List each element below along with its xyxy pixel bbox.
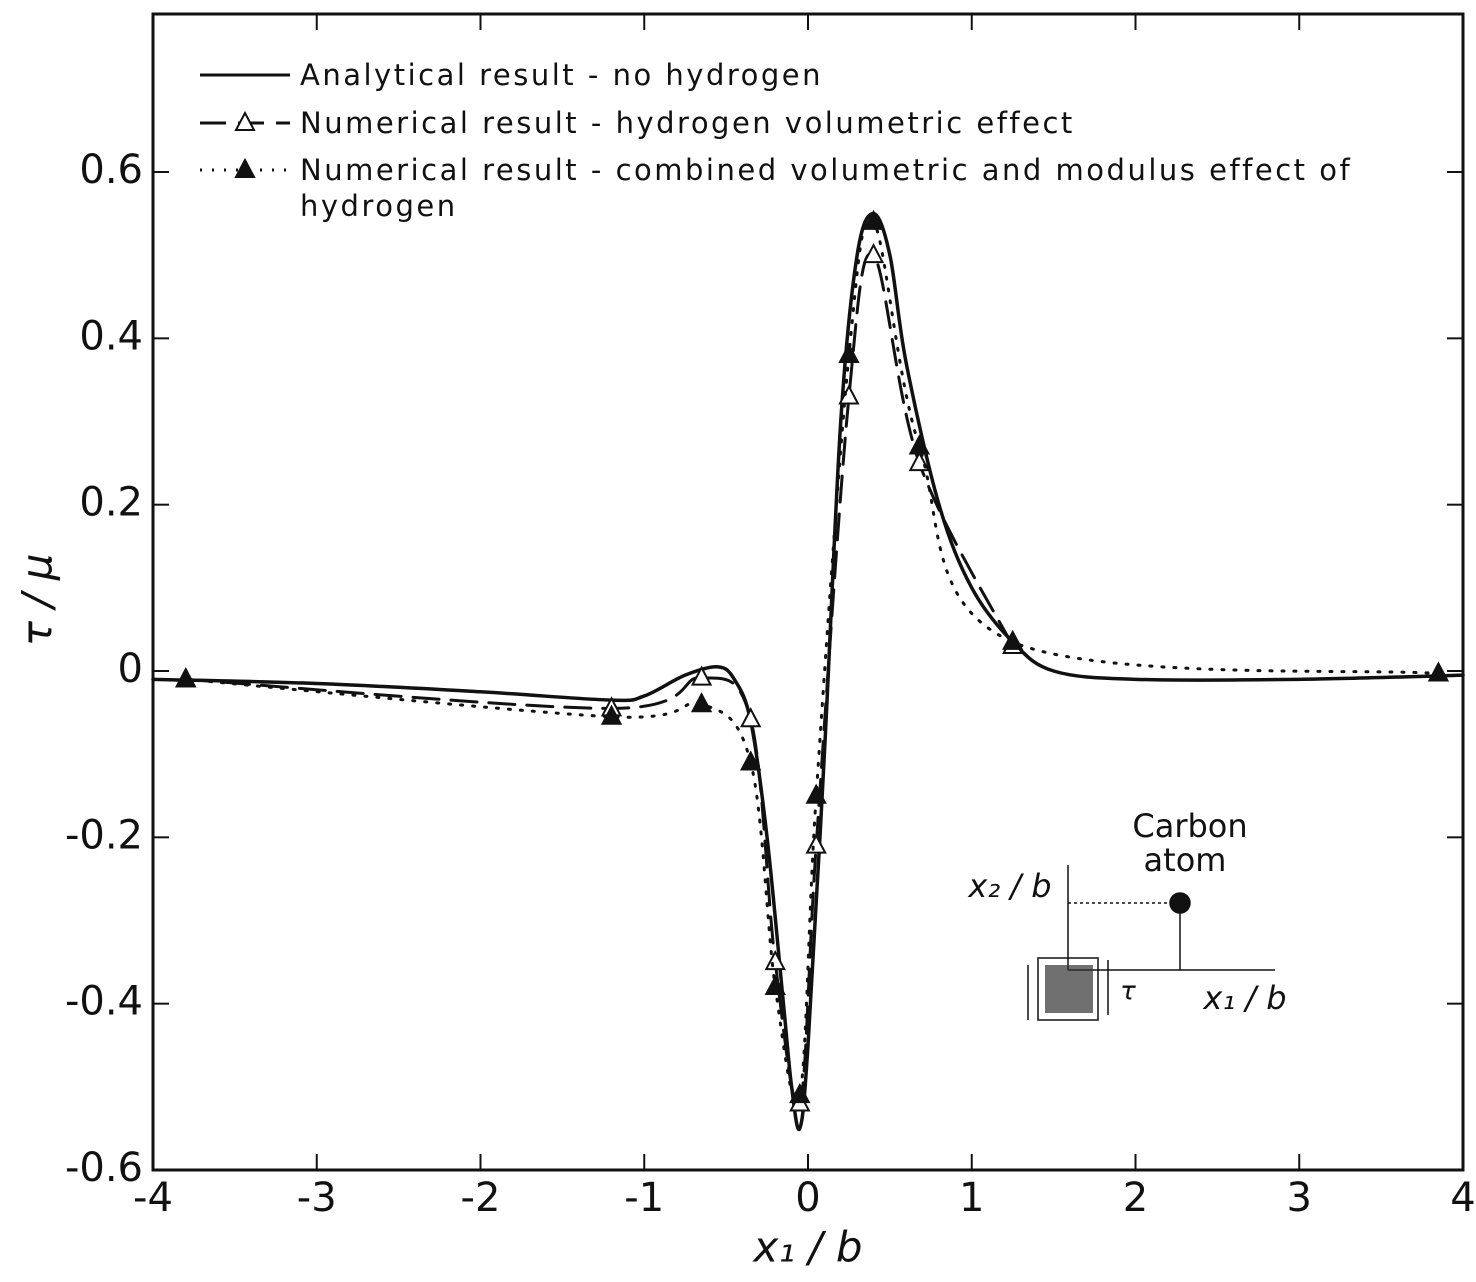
annotation: Carbon	[1132, 807, 1247, 845]
marker	[805, 783, 827, 804]
marker	[862, 243, 885, 264]
marker	[690, 692, 713, 713]
marker	[789, 1083, 811, 1104]
annotation: x₁ / b	[1202, 979, 1286, 1017]
x-tick-label: 2	[1123, 1175, 1148, 1221]
x-tick-label: -1	[624, 1175, 664, 1221]
marker	[740, 750, 762, 771]
marker	[175, 667, 197, 688]
y-axis-label: τ / μ	[13, 554, 62, 647]
marker	[908, 434, 931, 455]
marker	[838, 342, 860, 363]
marker	[862, 209, 885, 230]
x-tick-label: 1	[959, 1175, 984, 1221]
annotation: τ	[1120, 977, 1136, 1007]
y-tick-label: -0.2	[65, 812, 143, 858]
legend-marker	[234, 110, 256, 131]
y-tick-label: 0.2	[79, 480, 143, 526]
y-tick-label: -0.4	[65, 979, 143, 1025]
series-line	[151, 211, 1465, 1132]
x-tick-label: -2	[461, 1175, 501, 1221]
x-tick-label: -4	[133, 1175, 173, 1221]
marker	[805, 833, 827, 854]
y-tick-label: 0.6	[79, 147, 143, 193]
y-tick-label: -0.6	[65, 1145, 143, 1191]
marker	[600, 704, 623, 725]
y-tick-label: 0	[118, 646, 143, 692]
inset-diagram	[1027, 865, 1275, 1021]
y-tick-label: 0.4	[79, 313, 143, 359]
x-tick-label: 4	[1450, 1175, 1475, 1221]
x-tick-label: 0	[795, 1175, 820, 1221]
annotation: x₂ / b	[967, 867, 1051, 905]
inset-carbon	[1169, 892, 1191, 914]
x-tick-label: -3	[297, 1175, 337, 1221]
legend-label: Analytical result - no hydrogen	[300, 58, 824, 92]
marker	[764, 949, 786, 971]
marker	[764, 974, 786, 996]
x-tick-label: 3	[1287, 1175, 1312, 1221]
annotation: atom	[1144, 841, 1227, 879]
marker	[1002, 629, 1024, 650]
inset-hydrogen	[1045, 965, 1093, 1013]
legend-label: Numerical result - combined volumetric a…	[300, 153, 1353, 223]
inset-box	[1037, 957, 1099, 1021]
legend-label: Numerical result - hydrogen volumetric e…	[300, 106, 1075, 140]
legend-marker	[234, 157, 256, 178]
marker	[740, 707, 762, 728]
marker	[1427, 661, 1450, 682]
x-axis-label: x₁ / b	[751, 1223, 862, 1272]
marker	[690, 665, 713, 686]
series-line	[184, 252, 1015, 1108]
